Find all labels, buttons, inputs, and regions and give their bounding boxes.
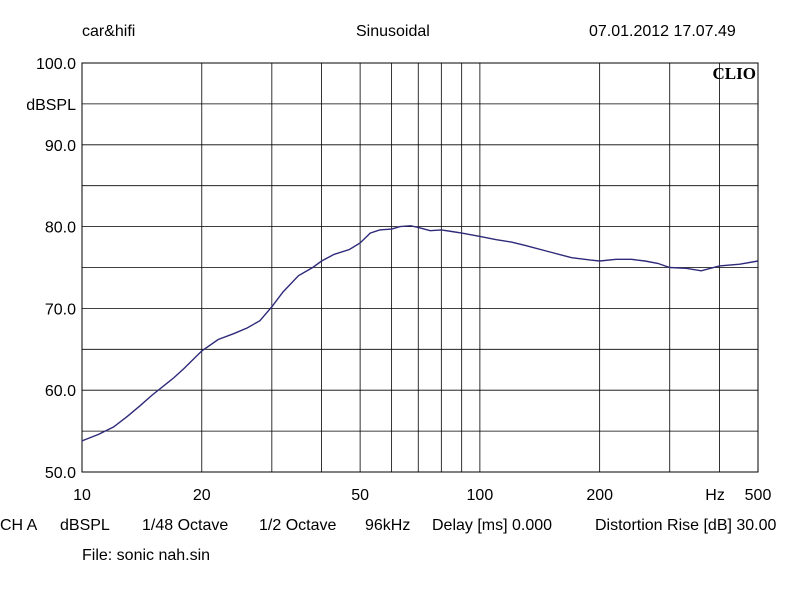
footer-file: File: sonic nah.sin	[82, 547, 211, 564]
x-tick-label: 500	[745, 487, 772, 504]
y-tick-label: 100.0	[36, 56, 76, 73]
x-tick-label: 10	[73, 487, 91, 504]
y-tick-labels: 100.0 90.0 80.0 70.0 60.0 50.0	[36, 56, 76, 482]
footer-channel: CH A	[0, 517, 38, 534]
footer-sample-rate: 96kHz	[365, 517, 411, 534]
x-tick-label: 20	[193, 487, 211, 504]
grid-lines	[82, 63, 758, 472]
x-tick-labels: 10 20 50 100 200 500	[73, 487, 771, 504]
y-tick-label: 80.0	[45, 220, 76, 237]
footer-unit: dBSPL	[60, 517, 110, 534]
footer-delay: Delay [ms] 0.000	[432, 517, 553, 534]
x-tick-label: 200	[586, 487, 613, 504]
x-tick-label: 50	[351, 487, 369, 504]
header-title: Sinusoidal	[356, 23, 430, 40]
y-tick-label: 90.0	[45, 138, 76, 155]
y-tick-label: 70.0	[45, 301, 76, 318]
y-tick-label: 60.0	[45, 383, 76, 400]
x-tick-label: 100	[467, 487, 494, 504]
clio-logo: CLIO	[713, 64, 756, 83]
plot-frame	[81, 62, 759, 473]
header-left: car&hifi	[82, 23, 136, 40]
x-axis-unit-label: Hz	[705, 487, 725, 504]
footer-resolution: 1/48 Octave	[142, 517, 229, 534]
footer-smoothing: 1/2 Octave	[259, 517, 337, 534]
footer-distortion-rise: Distortion Rise [dB] 30.00	[595, 517, 777, 534]
header-timestamp: 07.01.2012 17.07.49	[589, 23, 736, 40]
series-line	[81, 225, 759, 442]
y-tick-label: 50.0	[45, 465, 76, 482]
y-axis-label: dBSPL	[26, 97, 76, 114]
